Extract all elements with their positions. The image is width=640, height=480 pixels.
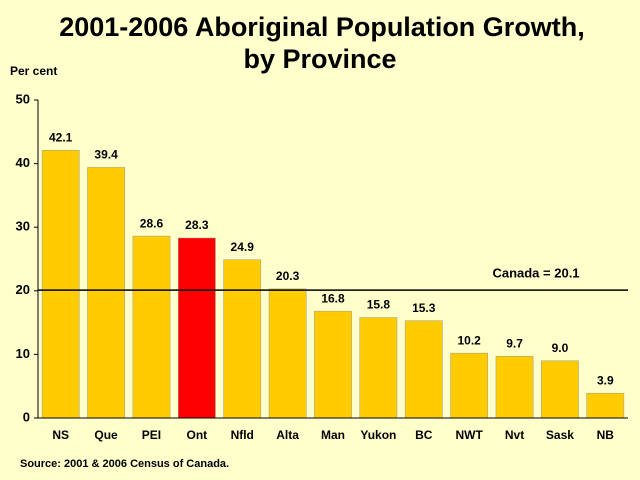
bar [223, 259, 262, 419]
x-tick-label: Ont [187, 428, 208, 442]
bar [41, 149, 80, 419]
chart-title: by Province [243, 44, 396, 74]
reference-label: Canada = 20.1 [492, 266, 579, 281]
value-label: 9.0 [552, 341, 569, 355]
value-label: 28.3 [185, 218, 209, 232]
bar [541, 360, 579, 419]
x-tick-label: NB [597, 428, 615, 442]
y-axis-label: Per cent [10, 64, 57, 78]
x-tick-label: PEI [142, 428, 161, 442]
y-tick-label: 40 [16, 155, 30, 170]
bar [177, 237, 216, 419]
value-label: 20.3 [276, 269, 300, 283]
y-tick-label: 0 [23, 409, 30, 424]
y-tick-label: 10 [16, 346, 30, 361]
bar [87, 167, 125, 419]
bar [586, 392, 625, 419]
source-note: Source: 2001 & 2006 Census of Canada. [20, 458, 229, 470]
x-tick-label: Nvt [505, 428, 524, 442]
bar [268, 288, 307, 419]
bar [450, 352, 489, 419]
x-tick-label: NS [52, 428, 69, 442]
bar [314, 310, 352, 419]
x-tick-label: Yukon [360, 428, 396, 442]
value-label: 15.8 [367, 298, 391, 312]
value-label: 28.6 [140, 216, 164, 230]
x-tick-label: NWT [455, 428, 483, 442]
bar [495, 356, 534, 419]
value-label: 10.2 [457, 333, 481, 347]
value-label: 42.1 [49, 130, 73, 144]
value-label: 3.9 [597, 373, 614, 387]
y-tick-label: 20 [16, 282, 30, 297]
x-tick-label: Nfld [231, 428, 254, 442]
x-tick-label: Man [321, 428, 345, 442]
value-label: 15.3 [412, 301, 436, 315]
value-label: 9.7 [506, 336, 523, 350]
chart-title: 2001-2006 Aboriginal Population Growth, [59, 12, 585, 42]
bar [132, 235, 171, 419]
bar [359, 317, 398, 419]
value-label: 16.8 [321, 291, 345, 305]
x-tick-label: Que [94, 428, 118, 442]
y-tick-label: 30 [16, 219, 30, 234]
value-label: 24.9 [231, 240, 255, 254]
x-tick-label: BC [415, 428, 433, 442]
x-tick-label: Alta [276, 428, 299, 442]
y-tick-label: 50 [16, 91, 30, 106]
x-tick-label: Sask [546, 428, 574, 442]
value-label: 39.4 [94, 148, 118, 162]
bar [404, 320, 443, 419]
